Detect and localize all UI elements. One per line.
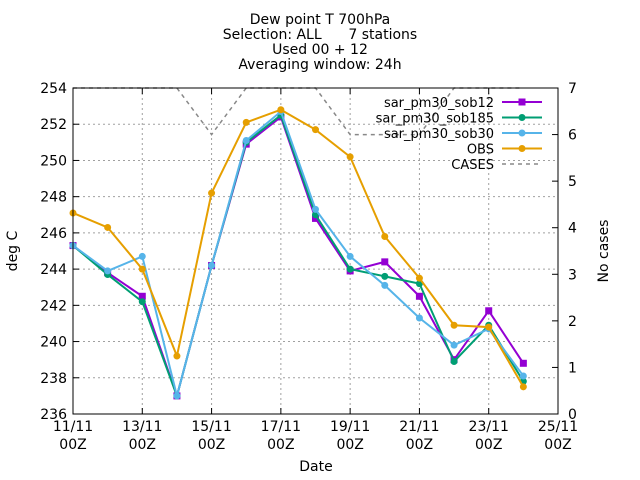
data-point-sar-pm30-sob30 [138, 252, 146, 260]
x-tick-label: 00Z [267, 437, 294, 453]
data-point-obs [138, 265, 146, 273]
x-tick-label: 00Z [59, 437, 86, 453]
legend-label-cases: CASES [451, 158, 494, 173]
data-point-sar-pm30-sob12 [138, 292, 146, 300]
data-point-obs [242, 118, 250, 126]
data-point-sar-pm30-sob30 [173, 392, 181, 400]
data-point-sar-pm30-sob12 [381, 258, 389, 266]
x-tick-label: 17/11 [261, 419, 301, 435]
y-tick-label: 252 [40, 117, 67, 133]
data-point-sar-pm30-sob185 [381, 272, 389, 280]
x-tick-label: 00Z [129, 437, 156, 453]
y-axis-label: deg C [5, 230, 21, 271]
chart-title-line-1: Dew point T 700hPa [249, 12, 391, 28]
data-point-obs [346, 153, 354, 161]
data-point-sar-pm30-sob185 [138, 298, 146, 306]
data-point-obs [381, 233, 389, 241]
y-tick-label: 250 [40, 153, 67, 169]
x-tick-label: 25/11 [538, 419, 578, 435]
legend-label-sar-pm30-sob12: sar_pm30_sob12 [384, 96, 494, 111]
data-point-sar-pm30-sob30 [415, 314, 423, 322]
data-point-obs [450, 321, 458, 329]
series-line-sar-pm30-sob30 [72, 109, 525, 397]
x-tick-label: 00Z [475, 437, 502, 453]
y2-tick-label: 2 [568, 314, 577, 330]
series-line-obs [72, 108, 525, 388]
y-tick-label: 244 [40, 262, 67, 278]
x-tick-label: 11/11 [53, 419, 93, 435]
x-tick-label: 15/11 [191, 419, 231, 435]
data-point-obs [485, 323, 493, 331]
y2-tick-label: 3 [568, 267, 577, 283]
data-point-obs [104, 223, 112, 231]
data-point-obs [173, 352, 181, 360]
data-point-sar-pm30-sob30 [450, 341, 458, 349]
x-tick-label: 19/11 [330, 419, 370, 435]
data-point-sar-pm30-sob30 [208, 261, 216, 269]
y2-tick-label: 4 [568, 221, 577, 237]
data-point-obs [208, 189, 216, 197]
legend-marker-sar-pm30-sob12 [518, 98, 526, 106]
legend-marker-obs [518, 145, 526, 152]
y2-tick-label: 1 [568, 360, 577, 376]
y2-tick-label: 6 [568, 128, 577, 144]
y-tick-label: 248 [40, 190, 67, 206]
y-tick-label: 254 [40, 81, 67, 97]
x-axis-ticks: 11/11 00Z 13/11 00Z 15/11 00Z 17/11 00Z 19/11 00Z… [53, 88, 578, 453]
data-point-sar-pm30-sob30 [381, 281, 389, 289]
x-tick-label: 21/11 [399, 419, 439, 435]
legend-label-obs: OBS [467, 143, 494, 158]
y2-axis-label: No cases [596, 220, 612, 283]
y2-axis-ticks: 0 1 2 3 4 5 6 7 [552, 81, 577, 423]
data-point-sar-pm30-sob30 [104, 267, 112, 275]
series-line-sar-pm30-sob185 [72, 113, 525, 400]
y2-tick-label: 7 [568, 81, 577, 97]
chart-title-line-2: Selection: ALL 7 stations [222, 27, 418, 43]
chart-title-line-3: Used 00 + 12 [272, 42, 368, 58]
data-point-sar-pm30-sob185 [346, 265, 354, 273]
x-tick-label: 23/11 [469, 419, 509, 435]
data-point-obs [415, 274, 423, 282]
chart-title-line-4: Averaging window: 24h [238, 57, 402, 73]
x-axis-label: Date [299, 459, 332, 475]
data-point-obs [312, 126, 319, 134]
data-point-sar-pm30-sob185 [450, 357, 458, 365]
y-tick-label: 240 [40, 335, 67, 351]
plot-frame [72, 87, 559, 415]
legend: sar_pm30_sob12sar_pm30_sob185sar_pm30_so… [376, 96, 542, 173]
legend-marker-sar-pm30-sob185 [518, 114, 526, 121]
data-point-sar-pm30-sob12 [312, 214, 319, 222]
y2-tick-label: 0 [568, 407, 577, 423]
data-point-sar-pm30-sob30 [346, 252, 354, 260]
data-point-sar-pm30-sob12 [519, 359, 527, 367]
legend-marker-sar-pm30-sob30 [518, 129, 526, 137]
data-point-obs [277, 106, 285, 114]
y-axis-ticks: 236 238 240 242 244 246 248 250 252 254 [40, 81, 79, 423]
y-tick-label: 236 [40, 407, 67, 423]
data-point-sar-pm30-sob30 [519, 372, 527, 380]
data-point-sar-pm30-sob12 [415, 292, 423, 300]
legend-label-sar-pm30-sob185: sar_pm30_sob185 [376, 112, 494, 127]
y-tick-label: 246 [40, 226, 67, 242]
x-tick-label: 00Z [198, 437, 225, 453]
legend-label-sar-pm30-sob30: sar_pm30_sob30 [384, 127, 494, 142]
data-point-obs [519, 383, 527, 391]
x-tick-label: 00Z [336, 437, 363, 453]
series-layer [69, 106, 527, 400]
data-point-sar-pm30-sob30 [312, 205, 319, 213]
y-tick-label: 238 [40, 371, 67, 387]
y-tick-label: 242 [40, 298, 67, 314]
data-point-sar-pm30-sob12 [485, 307, 493, 315]
x-tick-label: 00Z [544, 437, 571, 453]
data-point-sar-pm30-sob30 [242, 137, 250, 145]
y2-tick-label: 5 [568, 174, 577, 190]
x-tick-label: 00Z [406, 437, 433, 453]
x-tick-label: 13/11 [122, 419, 162, 435]
